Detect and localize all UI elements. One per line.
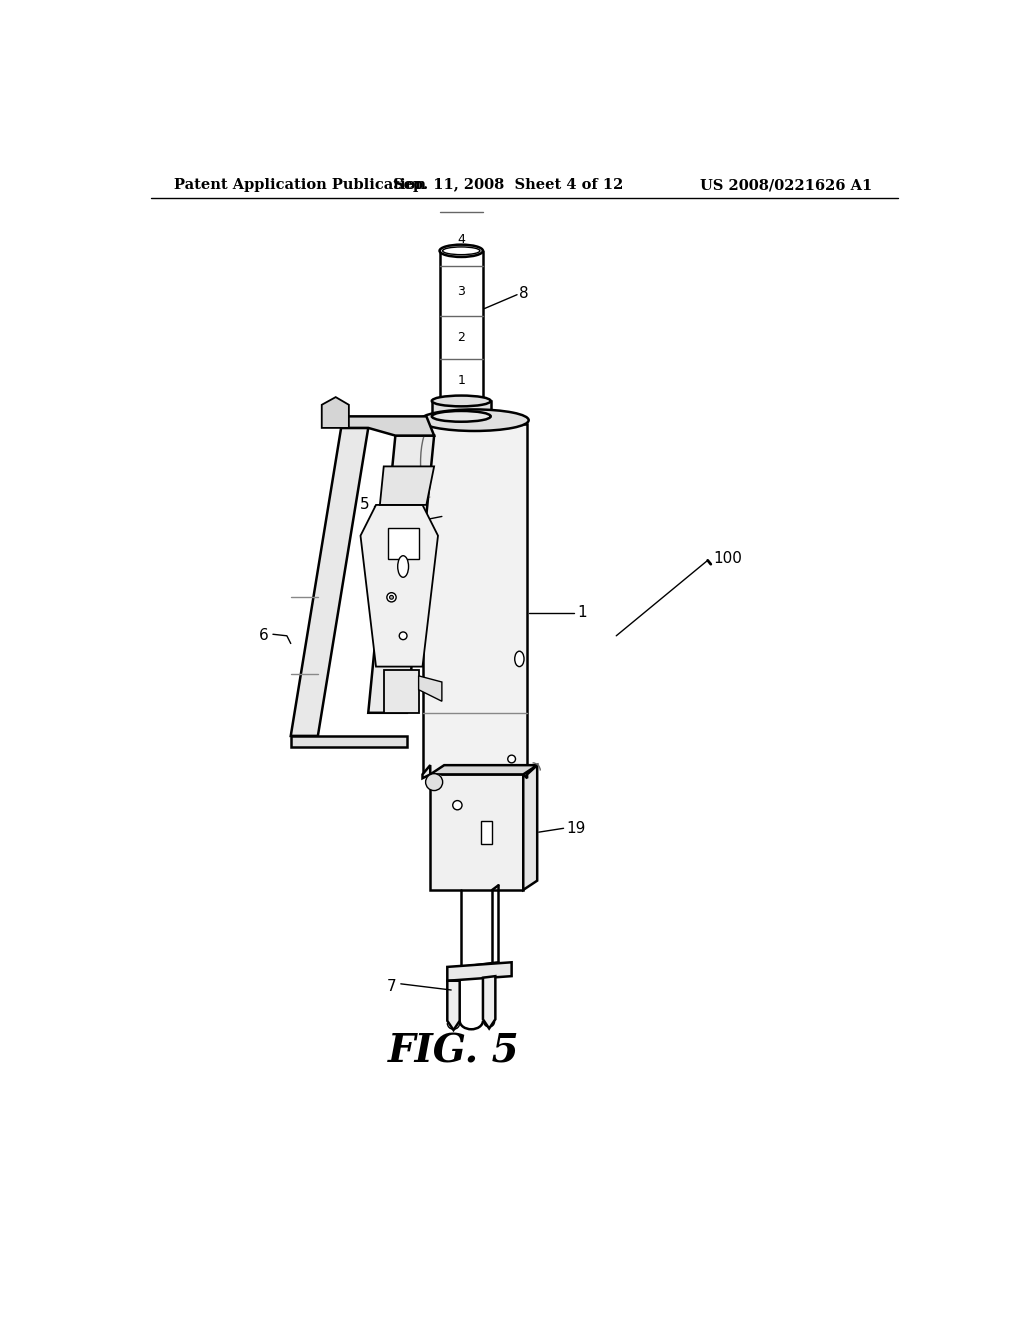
Text: Patent Application Publication: Patent Application Publication	[174, 178, 427, 193]
Text: FIG. 5: FIG. 5	[388, 1032, 519, 1071]
Ellipse shape	[515, 651, 524, 667]
Polygon shape	[480, 821, 493, 843]
Ellipse shape	[387, 593, 396, 602]
Text: Sep. 11, 2008  Sheet 4 of 12: Sep. 11, 2008 Sheet 4 of 12	[392, 178, 623, 193]
Text: 3: 3	[458, 285, 465, 298]
Ellipse shape	[442, 247, 480, 255]
Polygon shape	[322, 397, 349, 428]
Polygon shape	[447, 981, 460, 1030]
Ellipse shape	[432, 411, 490, 422]
Ellipse shape	[397, 556, 409, 577]
Text: 6: 6	[259, 628, 268, 643]
Polygon shape	[291, 737, 407, 747]
Ellipse shape	[420, 409, 528, 430]
Polygon shape	[423, 424, 527, 775]
Polygon shape	[419, 676, 442, 701]
Polygon shape	[388, 528, 419, 558]
Polygon shape	[483, 977, 496, 1028]
Polygon shape	[523, 766, 538, 890]
Text: 2: 2	[458, 331, 465, 345]
Ellipse shape	[389, 595, 393, 599]
Text: US 2008/0221626 A1: US 2008/0221626 A1	[699, 178, 872, 193]
Ellipse shape	[508, 755, 515, 763]
Polygon shape	[423, 766, 430, 779]
Text: 5: 5	[359, 498, 370, 512]
Text: 19: 19	[566, 821, 586, 836]
Polygon shape	[447, 962, 512, 981]
Text: 7: 7	[387, 978, 396, 994]
Polygon shape	[336, 416, 434, 436]
Ellipse shape	[453, 800, 462, 810]
Text: 1: 1	[458, 374, 465, 387]
Ellipse shape	[399, 632, 407, 640]
Ellipse shape	[426, 774, 442, 791]
Polygon shape	[523, 766, 538, 779]
Polygon shape	[432, 401, 490, 416]
Ellipse shape	[439, 244, 483, 257]
Text: 4: 4	[458, 232, 465, 246]
Polygon shape	[430, 766, 538, 775]
Text: 8: 8	[519, 285, 529, 301]
Polygon shape	[369, 436, 434, 713]
Text: 1: 1	[578, 605, 587, 620]
Polygon shape	[384, 671, 419, 713]
Ellipse shape	[432, 396, 490, 407]
Text: 100: 100	[713, 552, 742, 566]
Polygon shape	[360, 506, 438, 667]
Polygon shape	[291, 428, 369, 737]
Polygon shape	[380, 466, 434, 506]
Polygon shape	[430, 775, 523, 890]
